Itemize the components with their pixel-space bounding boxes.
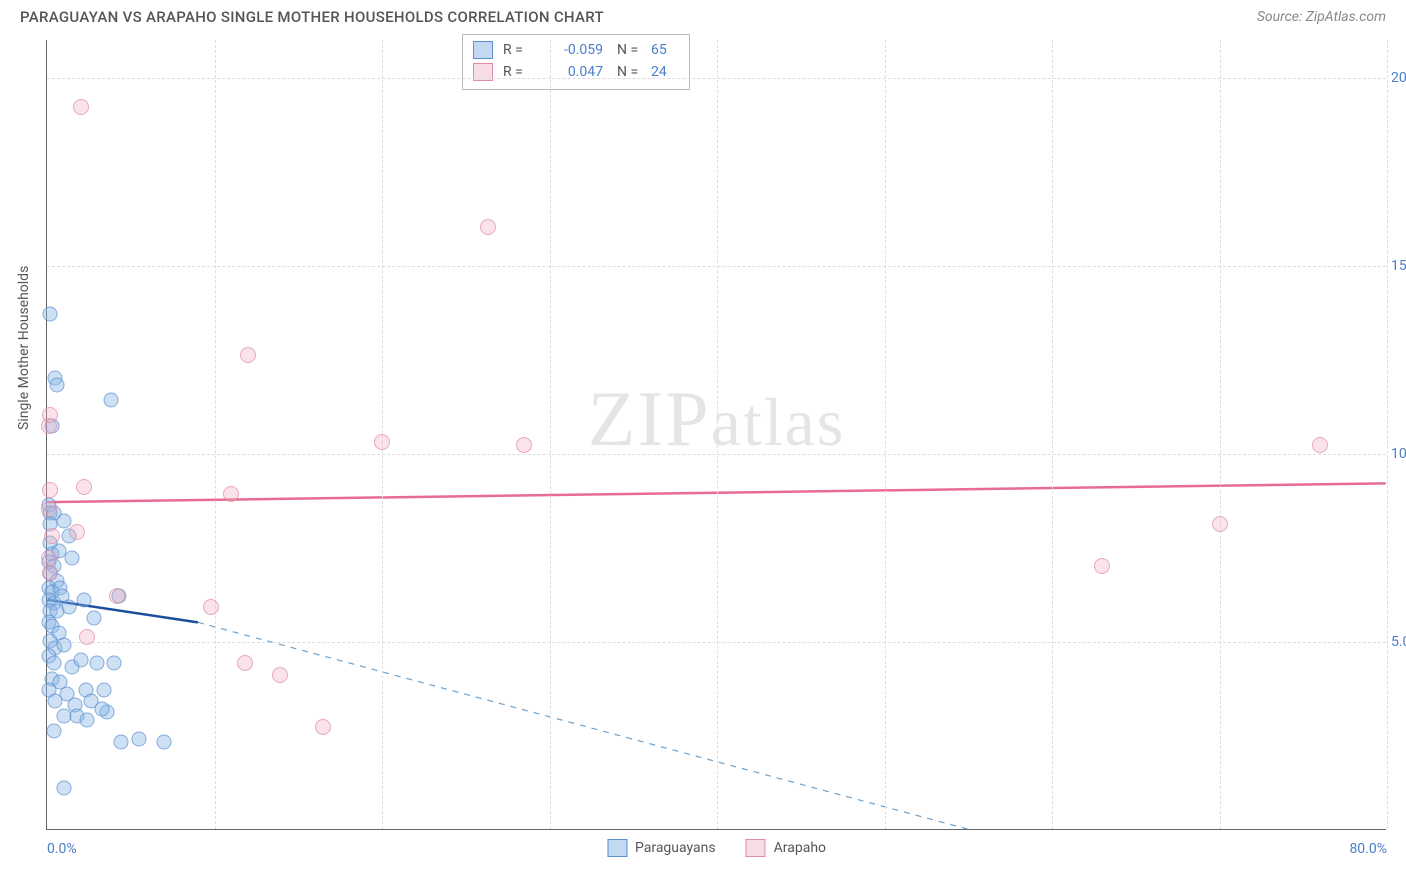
stat-r-value-0: -0.059 (543, 42, 603, 58)
y-axis-label: Single Mother Households (16, 266, 32, 430)
data-point (157, 735, 172, 750)
xtick-label-min: 0.0% (47, 841, 77, 857)
data-point (65, 551, 80, 566)
bottom-legend: Paraguayans Arapaho (607, 839, 826, 857)
data-point (73, 99, 89, 115)
data-point (480, 219, 496, 235)
watermark-big: ZIP (588, 375, 711, 462)
watermark-small: atlas (711, 384, 846, 460)
data-point (56, 637, 71, 652)
data-point (69, 524, 85, 540)
data-point (223, 486, 239, 502)
data-point (315, 719, 331, 735)
data-point (107, 656, 122, 671)
data-point (516, 437, 532, 453)
stats-row-series0: R = -0.059 N = 65 (473, 39, 679, 61)
gridline-v (885, 40, 886, 829)
data-point (76, 479, 92, 495)
data-point (203, 599, 219, 615)
scatter-chart: ZIPatlas R = -0.059 N = 65 R = 0.047 N =… (46, 40, 1386, 830)
data-point (50, 378, 65, 393)
data-point (80, 712, 95, 727)
data-point (41, 418, 57, 434)
data-point (95, 701, 110, 716)
stats-box: R = -0.059 N = 65 R = 0.047 N = 24 (462, 34, 690, 90)
data-point (61, 600, 76, 615)
data-point (86, 611, 101, 626)
data-point (237, 655, 253, 671)
data-point (113, 735, 128, 750)
data-point (96, 682, 111, 697)
ytick-label: 20.0% (1391, 70, 1406, 86)
legend-item-series0: Paraguayans (607, 839, 716, 857)
legend-label-series0: Paraguayans (635, 840, 716, 856)
ytick-label: 15.0% (1391, 258, 1406, 274)
data-point (46, 656, 61, 671)
data-point (42, 482, 58, 498)
data-point (41, 550, 57, 566)
data-point (44, 528, 60, 544)
data-point (240, 347, 256, 363)
data-point (132, 731, 147, 746)
legend-item-series1: Arapaho (746, 839, 826, 857)
data-point (1312, 437, 1328, 453)
ytick-label: 5.0% (1391, 634, 1406, 650)
data-point (79, 629, 95, 645)
gridline-v (717, 40, 718, 829)
stats-row-series1: R = 0.047 N = 24 (473, 61, 679, 83)
stat-n-label: N = (613, 42, 641, 58)
data-point (46, 724, 61, 739)
data-point (48, 694, 63, 709)
data-point (1094, 558, 1110, 574)
data-point (43, 306, 58, 321)
legend-swatch-series1-icon (746, 839, 766, 857)
data-point (56, 513, 71, 528)
data-point (1212, 516, 1228, 532)
xtick-label-max: 80.0% (1349, 841, 1387, 857)
data-point (272, 667, 288, 683)
data-point (76, 592, 91, 607)
gridline-v (215, 40, 216, 829)
gridline-v (1052, 40, 1053, 829)
chart-title: PARAGUAYAN VS ARAPAHO SINGLE MOTHER HOUS… (20, 8, 604, 26)
data-point (90, 656, 105, 671)
data-point (56, 780, 71, 795)
data-point (109, 588, 125, 604)
data-point (42, 565, 58, 581)
stat-r-label: R = (503, 42, 533, 58)
data-point (73, 652, 88, 667)
source-label: Source: ZipAtlas.com (1257, 9, 1386, 25)
data-point (103, 393, 118, 408)
stat-n-value-0: 65 (651, 42, 679, 58)
trend-line (198, 622, 968, 829)
legend-swatch-series0-icon (607, 839, 627, 857)
swatch-series0-icon (473, 41, 493, 59)
ytick-label: 10.0% (1391, 446, 1406, 462)
legend-label-series1: Arapaho (774, 840, 826, 856)
data-point (374, 434, 390, 450)
gridline-v (550, 40, 551, 829)
data-point (41, 501, 57, 517)
gridline-v (1220, 40, 1221, 829)
gridline-v (1387, 40, 1388, 829)
